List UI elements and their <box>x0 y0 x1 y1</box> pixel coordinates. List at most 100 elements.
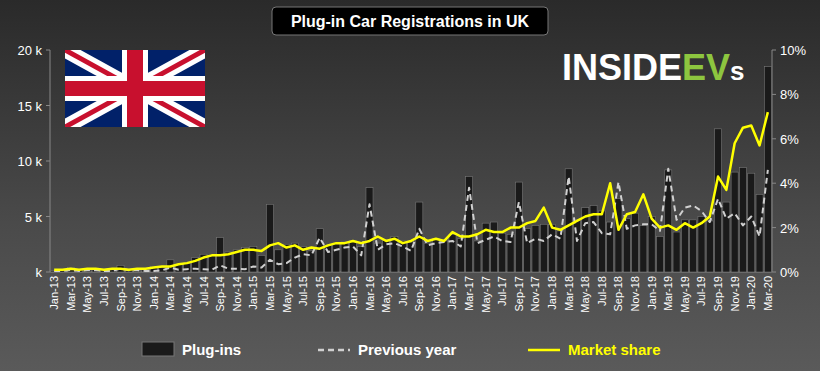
bar <box>598 211 605 272</box>
y2-tick-label: 0% <box>780 265 799 280</box>
x-tick-label: Nov-13 <box>131 276 143 311</box>
x-tick-label: May-19 <box>679 276 691 313</box>
x-tick-label: Jan-14 <box>148 276 160 310</box>
background <box>0 0 820 371</box>
bar <box>673 232 680 272</box>
title: Plug-in Car Registrations in UK <box>291 13 530 30</box>
bar <box>706 221 713 272</box>
bar <box>490 222 497 272</box>
x-tick-label: May-15 <box>281 276 293 313</box>
bar <box>540 224 547 272</box>
x-tick-label: May-16 <box>380 276 392 313</box>
x-tick-label: Jan-17 <box>446 276 458 310</box>
bar <box>275 250 282 272</box>
x-tick-label: Jul-16 <box>397 276 409 306</box>
legend-label: Previous year <box>358 341 457 358</box>
x-tick-label: Nov-18 <box>629 276 641 311</box>
x-tick-label: May-17 <box>480 276 492 313</box>
bar <box>349 241 356 272</box>
title-group: Plug-in Car Registrations in UK <box>272 7 548 35</box>
x-tick-label: Sep-19 <box>712 276 724 311</box>
flag-cross-red <box>127 50 143 127</box>
bar <box>549 224 556 272</box>
y-tick-label: 5 k <box>25 210 43 225</box>
y2-tick <box>772 138 776 139</box>
x-tick-label: Sep-13 <box>115 276 127 311</box>
x-tick-label: Jul-18 <box>596 276 608 306</box>
bar <box>648 217 655 273</box>
x-tick-label: Mar-16 <box>364 276 376 311</box>
x-tick-label: Jan-15 <box>247 276 259 310</box>
x-tick-label: Jul-19 <box>695 276 707 306</box>
bar <box>764 67 771 272</box>
line <box>54 169 768 271</box>
y-tick-label: 15 k <box>17 99 42 114</box>
bar <box>532 225 539 272</box>
x-tick-label: Mar-20 <box>762 276 774 311</box>
x-tick-label: Jul-14 <box>198 276 210 306</box>
y2-tick-label: 8% <box>780 87 799 102</box>
bar <box>333 243 340 272</box>
y-tick <box>46 105 50 106</box>
bar <box>507 234 514 272</box>
x-tick-label: Jan-13 <box>48 276 60 310</box>
x-tick-label: Jan-20 <box>745 276 757 310</box>
flag-field <box>65 50 205 127</box>
y2-tick-label: 6% <box>780 132 799 147</box>
bar <box>656 236 663 272</box>
line <box>54 112 768 270</box>
x-tick-label: Nov-17 <box>529 276 541 311</box>
y-tick <box>46 50 50 51</box>
logo-part: INSIDE <box>562 47 682 88</box>
y-tick <box>46 216 50 217</box>
bar <box>632 213 639 272</box>
x-tick-label: Mar-19 <box>662 276 674 311</box>
x-tick-label: Sep-15 <box>314 276 326 311</box>
x-tick-label: Jul-17 <box>496 276 508 306</box>
y-tick <box>46 161 50 162</box>
bar <box>474 241 481 272</box>
x-tick-label: May-13 <box>81 276 93 313</box>
x-tick-label: Mar-17 <box>463 276 475 311</box>
logo: INSIDEEVs <box>562 47 745 88</box>
bar <box>316 229 323 272</box>
bar <box>681 220 688 272</box>
data-area <box>51 67 772 272</box>
y2-tick <box>772 227 776 228</box>
x-tick-label: Sep-18 <box>612 276 624 311</box>
x-tick-label: Nov-19 <box>729 276 741 311</box>
x-tick-label: May-18 <box>579 276 591 313</box>
x-tick-label: Sep-17 <box>513 276 525 311</box>
y2-tick <box>772 50 776 51</box>
title-box <box>272 7 548 35</box>
y-tick <box>46 272 50 273</box>
x-tick-label: Nov-16 <box>430 276 442 311</box>
x-tick-label: Mar-13 <box>65 276 77 311</box>
x-tick-label: Jan-18 <box>546 276 558 310</box>
bar <box>424 243 431 272</box>
y2-tick-label: 2% <box>780 221 799 236</box>
bar <box>258 255 265 272</box>
x-tick-label: Nov-14 <box>231 276 243 311</box>
x-tick-label: Mar-15 <box>264 276 276 311</box>
x-tick-label: Mar-18 <box>563 276 575 311</box>
y2-tick-label: 4% <box>780 176 799 191</box>
x-tick-label: Jan-19 <box>646 276 658 310</box>
x-tick-label: Jul-15 <box>297 276 309 306</box>
flag-diag-red <box>65 50 205 127</box>
flag <box>65 50 205 127</box>
bar <box>358 246 365 272</box>
y2-tick <box>772 94 776 95</box>
y2-tick-label: 10% <box>780 43 806 58</box>
x-tick-label: Sep-14 <box>214 276 226 311</box>
flag-diag-red <box>65 50 205 127</box>
axes: k5 k10 k15 k20 k0%2%4%6%8%10%Jan-13Mar-1… <box>17 43 806 313</box>
y-tick-label: k <box>36 265 43 280</box>
logo-part: s <box>730 56 744 86</box>
bar <box>441 241 448 272</box>
legend-swatch <box>528 349 560 352</box>
y-tick-label: 20 k <box>17 43 42 58</box>
legend-swatch <box>142 342 174 356</box>
legend-swatch <box>318 349 350 352</box>
flag-diag <box>65 50 205 127</box>
